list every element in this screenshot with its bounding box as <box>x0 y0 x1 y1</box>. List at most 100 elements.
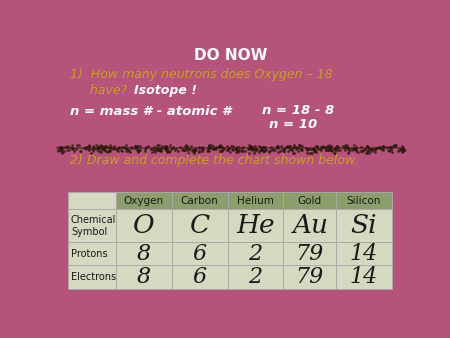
Point <box>345 146 352 151</box>
Point <box>319 144 326 150</box>
Point <box>107 142 114 147</box>
Point <box>111 145 118 151</box>
Point <box>82 145 89 150</box>
Point <box>250 150 257 155</box>
Point <box>216 148 224 153</box>
Point <box>331 150 338 155</box>
Point <box>54 147 61 152</box>
Point <box>280 147 288 152</box>
Point <box>148 149 155 154</box>
Point <box>195 145 203 150</box>
Point <box>376 144 383 149</box>
Point <box>250 145 257 150</box>
Point <box>327 144 334 149</box>
Point <box>340 143 347 148</box>
Point <box>232 146 239 152</box>
Point <box>390 144 397 149</box>
Point <box>372 145 379 150</box>
Point <box>284 145 291 150</box>
Point <box>401 147 408 153</box>
Point <box>94 148 102 153</box>
Point <box>126 150 134 155</box>
Point <box>398 147 405 153</box>
Point <box>121 146 128 151</box>
Point <box>66 145 73 150</box>
Point <box>232 149 239 154</box>
Bar <box>172 265 228 289</box>
Point <box>256 147 264 153</box>
Point <box>399 149 406 155</box>
Point <box>258 147 265 153</box>
Point <box>199 148 206 153</box>
Point <box>158 145 165 151</box>
Point <box>103 148 110 154</box>
Point <box>129 146 136 151</box>
Text: Protons: Protons <box>71 249 108 259</box>
Point <box>297 146 305 151</box>
Text: Carbon: Carbon <box>181 196 219 206</box>
Point <box>247 144 254 149</box>
Point <box>248 147 256 153</box>
Point <box>70 149 77 154</box>
Point <box>188 148 195 153</box>
Point <box>209 146 216 152</box>
Point <box>219 148 226 153</box>
Point <box>289 150 296 155</box>
Point <box>330 150 338 155</box>
Point <box>162 145 170 150</box>
Point <box>61 144 68 149</box>
Point <box>246 143 253 148</box>
Point <box>81 145 88 151</box>
Point <box>310 146 318 151</box>
Point <box>86 144 93 150</box>
Point <box>68 145 76 151</box>
Point <box>97 148 104 153</box>
Text: have?: have? <box>70 84 127 97</box>
Point <box>308 150 315 155</box>
Point <box>105 149 112 154</box>
Point <box>311 148 319 153</box>
Point <box>68 143 75 148</box>
Point <box>297 142 304 147</box>
Point <box>350 147 357 152</box>
Point <box>342 145 349 150</box>
Point <box>330 146 337 152</box>
Point <box>262 147 270 153</box>
Point <box>218 147 225 153</box>
Point <box>179 148 186 153</box>
Point <box>386 144 393 150</box>
Point <box>132 144 139 149</box>
Text: 14: 14 <box>350 243 378 265</box>
Point <box>54 148 61 154</box>
Point <box>211 145 218 150</box>
Point <box>112 146 120 152</box>
Point <box>390 142 397 148</box>
Point <box>333 145 340 150</box>
Point <box>326 146 333 151</box>
Point <box>292 147 300 152</box>
Point <box>349 147 356 152</box>
Point <box>248 143 255 148</box>
Point <box>303 146 310 151</box>
Point <box>362 147 369 152</box>
Point <box>182 146 189 151</box>
Point <box>230 148 237 153</box>
Point <box>198 147 206 152</box>
Text: 79: 79 <box>296 266 324 288</box>
Point <box>262 146 269 151</box>
Point <box>63 148 70 153</box>
Point <box>205 142 212 147</box>
Point <box>289 147 296 153</box>
Point <box>279 148 286 153</box>
Point <box>199 147 207 152</box>
Point <box>225 146 232 151</box>
Point <box>147 147 154 152</box>
Point <box>207 143 215 148</box>
Point <box>154 145 161 150</box>
Text: Isotope !: Isotope ! <box>134 84 197 97</box>
Point <box>99 146 106 151</box>
Point <box>106 145 113 150</box>
Point <box>93 142 100 147</box>
Bar <box>116 265 172 289</box>
Text: 2: 2 <box>248 243 262 265</box>
